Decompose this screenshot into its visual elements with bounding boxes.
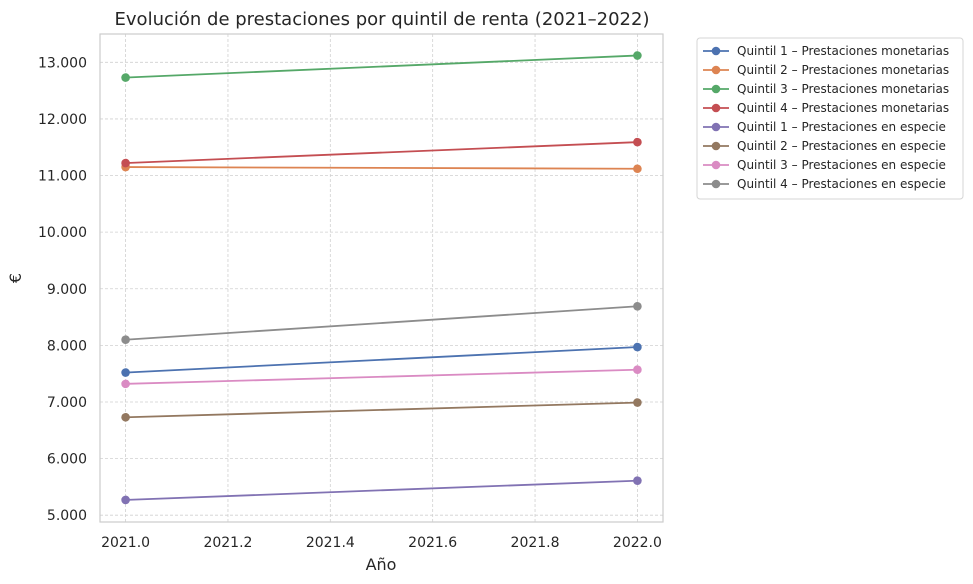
series-4: [121, 137, 642, 168]
data-point: [121, 379, 130, 389]
data-point: [633, 302, 642, 311]
data-point: [633, 51, 642, 60]
y-tick-label: 6.000: [47, 452, 87, 468]
y-tick-label: 11.000: [38, 169, 87, 185]
y-tick-label: 10.000: [38, 225, 87, 241]
series-8: [121, 302, 642, 345]
legend-marker: [711, 103, 721, 113]
data-point: [121, 73, 130, 82]
x-axis-ticks: 2021.0 2021.2 2021.4 2021.6 2021.8 2022.0: [101, 535, 662, 551]
data-point: [633, 164, 642, 174]
legend-marker: [711, 141, 721, 151]
x-axis-label: Año: [366, 555, 397, 574]
x-tick-label: 2021.8: [511, 535, 560, 551]
legend-marker: [711, 179, 721, 189]
legend-marker: [711, 84, 721, 94]
legend-item: Quintil 4 – Prestaciones monetarias: [703, 101, 949, 115]
y-tick-label: 5.000: [47, 508, 87, 524]
y-tick-label: 12.000: [38, 112, 87, 128]
series-line: [125, 54, 638, 79]
series-2: [121, 162, 642, 174]
y-tick-label: 8.000: [47, 338, 87, 354]
legend-item: Quintil 4 – Prestaciones en especie: [703, 177, 946, 191]
chart-title: Evolución de prestaciones por quintil de…: [115, 9, 650, 30]
grid: [100, 34, 663, 522]
legend-marker: [711, 65, 721, 75]
series-line: [125, 305, 638, 341]
plot-frame: [99, 33, 664, 523]
series-line: [125, 141, 638, 164]
series-6: [121, 398, 642, 422]
data-point: [633, 137, 642, 147]
legend-item: Quintil 2 – Prestaciones en especie: [703, 139, 946, 153]
series-line: [125, 368, 638, 385]
data-point: [121, 368, 130, 377]
legend-marker: [711, 46, 721, 56]
legend-item: Quintil 3 – Prestaciones en especie: [703, 158, 946, 172]
data-point: [633, 398, 642, 407]
legend-item: Quintil 1 – Prestaciones monetarias: [703, 44, 949, 58]
x-tick-label: 2021.0: [101, 535, 150, 551]
series-7: [121, 365, 642, 389]
legend-box: [696, 37, 964, 200]
legend-marker: [711, 160, 721, 170]
legend-label: Quintil 1 – Prestaciones monetarias: [737, 44, 949, 58]
data-point: [121, 335, 130, 345]
legend-label: Quintil 3 – Prestaciones monetarias: [737, 82, 949, 96]
x-tick-label: 2021.2: [203, 535, 252, 551]
series-line: [125, 346, 638, 374]
data-point: [121, 495, 130, 505]
legend-label: Quintil 2 – Prestaciones en especie: [737, 139, 946, 153]
series-1: [121, 342, 642, 377]
legend-item: Quintil 1 – Prestaciones en especie: [703, 120, 946, 134]
x-tick-label: 2021.4: [306, 535, 355, 551]
data-point: [633, 342, 642, 352]
series-line: [125, 401, 638, 419]
series-line: [125, 166, 638, 170]
y-tick-label: 9.000: [47, 282, 87, 298]
legend: Quintil 1 – Prestaciones monetarias Quint…: [696, 37, 964, 200]
data-point: [633, 365, 642, 375]
legend-label: Quintil 2 – Prestaciones monetarias: [737, 63, 949, 77]
data-point: [633, 476, 642, 485]
y-axis-ticks: 5.000 6.000 7.000 8.000 9.000 10.000 11.000 12.…: [38, 55, 87, 524]
legend-marker: [711, 122, 721, 132]
legend-item: Quintil 2 – Prestaciones monetarias: [703, 63, 949, 77]
series-line: [125, 479, 638, 501]
y-tick-label: 13.000: [38, 55, 87, 71]
y-axis-label: €: [6, 273, 25, 283]
legend-label: Quintil 4 – Prestaciones en especie: [737, 177, 946, 191]
series-layer: [121, 51, 642, 505]
x-tick-label: 2021.6: [408, 535, 457, 551]
series-5: [121, 476, 642, 505]
data-point: [121, 412, 130, 422]
legend-label: Quintil 3 – Prestaciones en especie: [737, 158, 946, 172]
x-tick-label: 2022.0: [613, 535, 662, 551]
legend-label: Quintil 4 – Prestaciones monetarias: [737, 101, 949, 115]
data-point: [121, 158, 130, 168]
y-tick-label: 7.000: [47, 395, 87, 411]
legend-item: Quintil 3 – Prestaciones monetarias: [703, 82, 949, 96]
series-3: [121, 51, 642, 82]
legend-label: Quintil 1 – Prestaciones en especie: [737, 120, 946, 134]
